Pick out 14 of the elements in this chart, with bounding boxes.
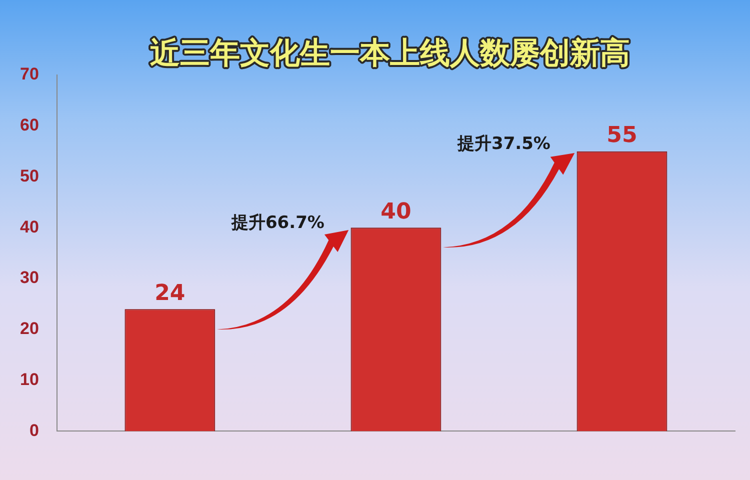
y-tick-label: 10	[20, 370, 39, 389]
annotation: 提升37.5%	[456, 134, 550, 154]
y-tick-label: 60	[20, 116, 39, 135]
y-tick-label: 20	[20, 319, 39, 338]
chart-title: 近三年文化生一本上线人数屡创新高	[150, 36, 630, 71]
y-tick-label: 40	[20, 217, 39, 236]
y-tick-label: 50	[20, 166, 39, 186]
data-label: 55	[606, 123, 638, 148]
data-label: 40	[380, 199, 412, 224]
y-tick-label: 0	[29, 420, 39, 440]
y-tick-label: 70	[20, 64, 39, 84]
y-tick-label: 30	[20, 268, 39, 288]
data-label: 24	[154, 280, 186, 306]
annotation: 提升66.7%	[230, 212, 324, 233]
